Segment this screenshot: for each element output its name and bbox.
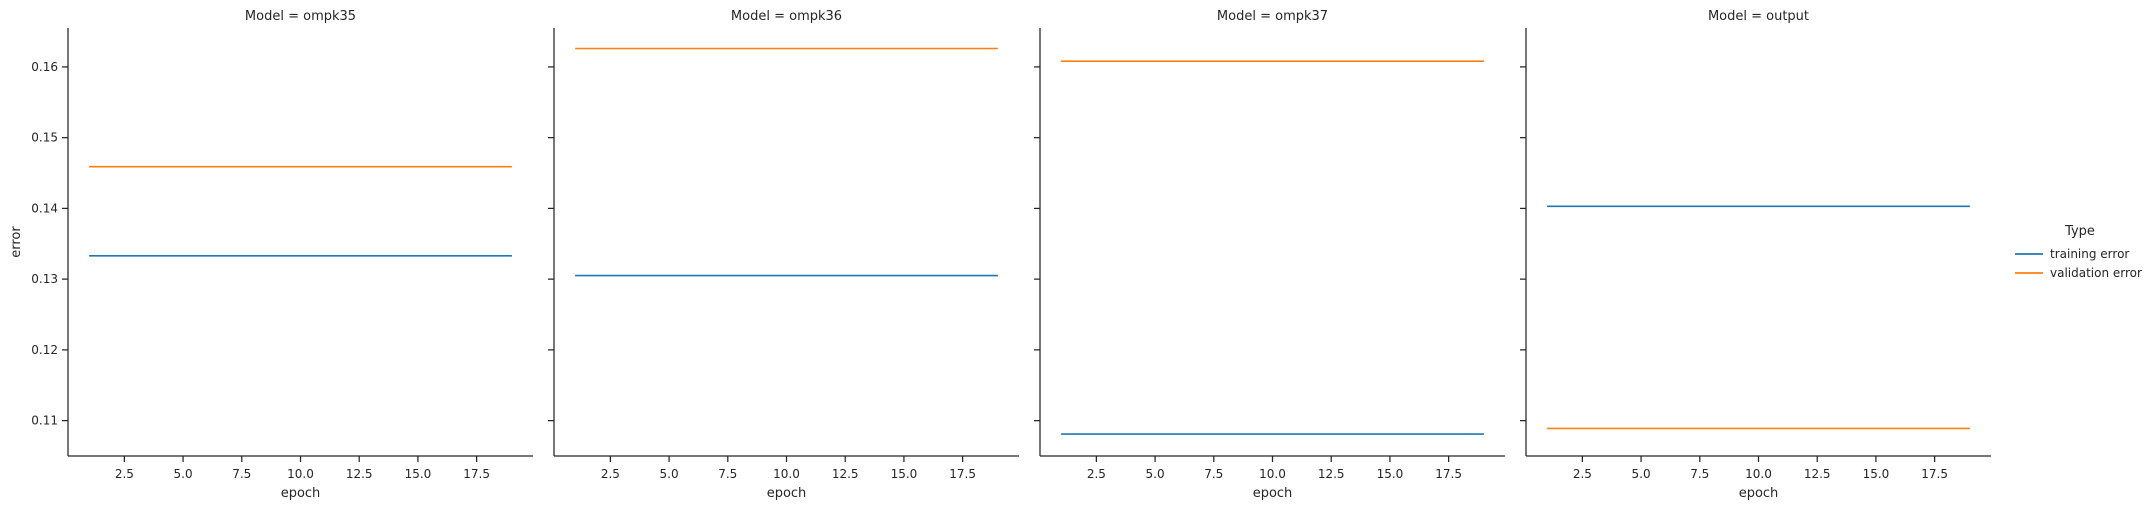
y-tick-label: 0.14	[31, 201, 58, 215]
legend-label: validation error	[2050, 266, 2142, 280]
x-tick-label: 2.5	[1087, 467, 1106, 481]
x-axis-label: epoch	[281, 486, 321, 501]
x-tick-label: 12.5	[832, 467, 859, 481]
x-tick-label: 12.5	[1804, 467, 1831, 481]
x-axis-label: epoch	[1253, 486, 1293, 501]
x-tick-label: 17.5	[1921, 467, 1948, 481]
x-tick-label: 17.5	[463, 467, 490, 481]
x-tick-label: 2.5	[1573, 467, 1592, 481]
y-tick-label: 0.13	[31, 272, 58, 286]
legend-label: training error	[2050, 247, 2129, 261]
facet-title: Model = ompk37	[1217, 9, 1328, 24]
x-tick-label: 7.5	[1690, 467, 1709, 481]
facet-title: Model = ompk36	[731, 9, 842, 24]
x-tick-label: 15.0	[1377, 467, 1404, 481]
x-tick-label: 12.5	[1318, 467, 1345, 481]
x-tick-label: 17.5	[1435, 467, 1462, 481]
x-tick-label: 15.0	[891, 467, 918, 481]
x-tick-label: 17.5	[949, 467, 976, 481]
x-tick-label: 5.0	[1146, 467, 1165, 481]
y-tick-label: 0.15	[31, 131, 58, 145]
x-tick-label: 7.5	[718, 467, 737, 481]
x-tick-label: 5.0	[1632, 467, 1651, 481]
y-tick-label: 0.11	[31, 414, 58, 428]
y-tick-label: 0.16	[31, 60, 58, 74]
x-tick-label: 10.0	[1259, 467, 1286, 481]
y-axis-label: error	[9, 226, 24, 258]
legend-title: Type	[2064, 224, 2095, 239]
x-axis-label: epoch	[767, 486, 807, 501]
x-tick-label: 10.0	[1745, 467, 1772, 481]
x-tick-label: 2.5	[601, 467, 620, 481]
x-tick-label: 2.5	[115, 467, 134, 481]
facet-title: Model = output	[1708, 9, 1809, 24]
y-tick-label: 0.12	[31, 343, 58, 357]
x-tick-label: 15.0	[405, 467, 432, 481]
facet-title: Model = ompk35	[245, 9, 356, 24]
x-tick-label: 10.0	[773, 467, 800, 481]
x-tick-label: 5.0	[174, 467, 193, 481]
x-axis-label: epoch	[1739, 486, 1779, 501]
x-tick-label: 15.0	[1863, 467, 1890, 481]
x-tick-label: 7.5	[1204, 467, 1223, 481]
x-tick-label: 10.0	[287, 467, 314, 481]
x-tick-label: 5.0	[660, 467, 679, 481]
x-tick-label: 7.5	[232, 467, 251, 481]
x-tick-label: 12.5	[346, 467, 373, 481]
